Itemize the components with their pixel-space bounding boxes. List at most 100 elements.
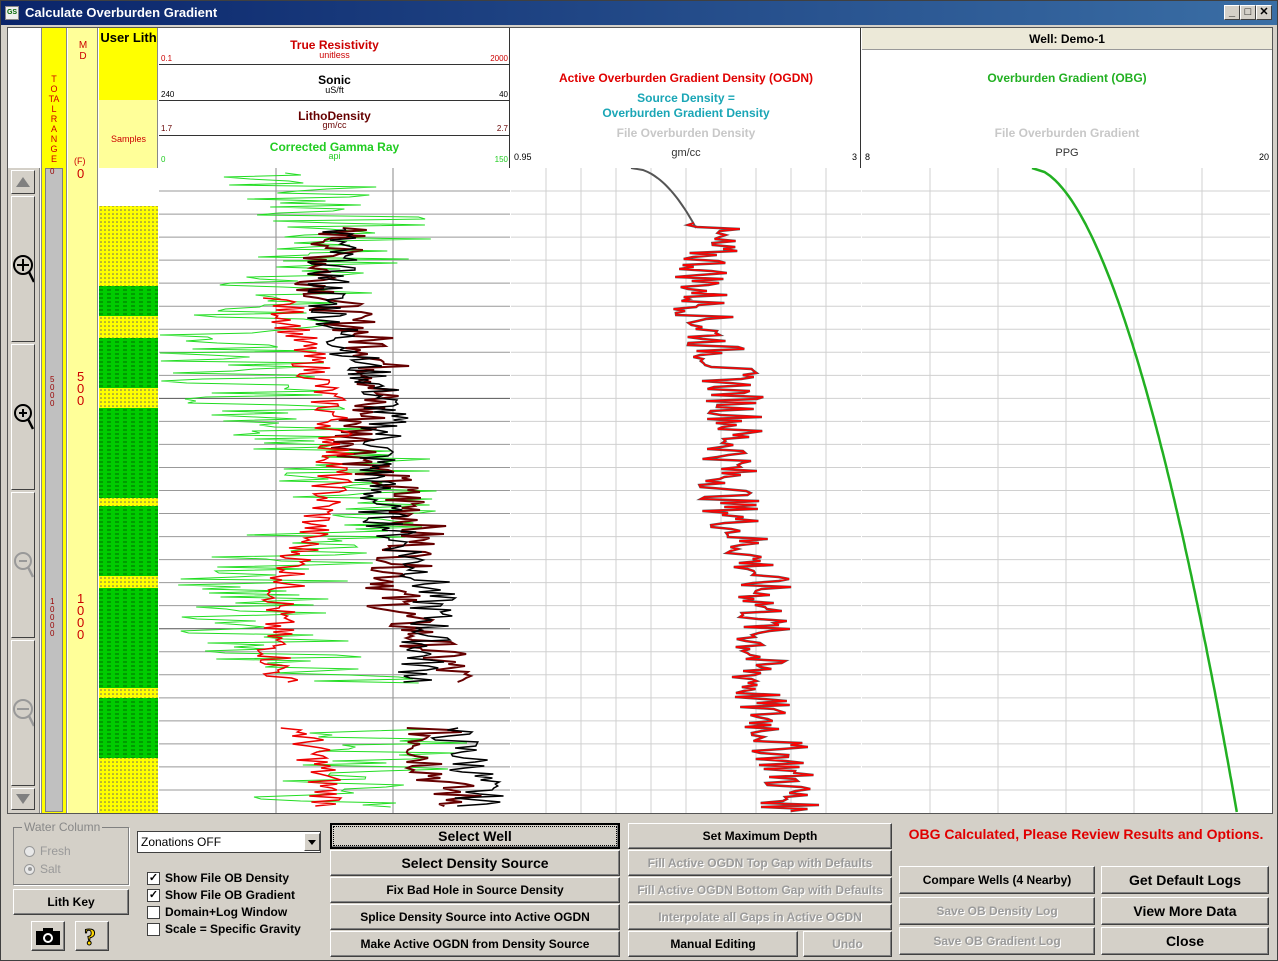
sonic-header: Sonic uS/ft 240 40 xyxy=(159,65,510,101)
zonation-select[interactable]: Zonations OFF xyxy=(137,831,321,853)
gradient-file-label: File Overburden Gradient xyxy=(994,126,1140,140)
range-tick-10000: 10000 xyxy=(50,597,55,638)
show-file-ob-density-checkbox[interactable]: ✓ Show File OB Density xyxy=(147,871,289,885)
checkbox-label: Show File OB Density xyxy=(165,871,290,885)
status-message: OBG Calculated, Please Review Results an… xyxy=(908,826,1264,842)
scroll-up-button[interactable] xyxy=(11,170,35,194)
density-top-curve xyxy=(630,168,697,229)
active-ogdn-curve xyxy=(673,222,820,812)
gradient-active-label: Overburden Gradient (OBG) xyxy=(987,71,1147,85)
gradient-unit: PPG xyxy=(1055,147,1079,159)
zoom-in-small-icon xyxy=(14,404,34,430)
sonic-name: Sonic xyxy=(318,73,351,87)
compare-wells-button[interactable]: Compare Wells (4 Nearby) xyxy=(899,866,1095,894)
save-ob-density-button[interactable]: Save OB Density Log xyxy=(899,897,1095,925)
interpolate-gaps-button[interactable]: Interpolate all Gaps in Active OGDN xyxy=(628,904,892,930)
density-track-header: Active Overburden Gradient Density (OGDN… xyxy=(511,28,861,168)
zoom-in-button[interactable] xyxy=(11,344,35,490)
md-tick-0: 0 xyxy=(77,166,85,181)
window-title: Calculate Overburden Gradient xyxy=(25,5,218,20)
scroll-down-button[interactable] xyxy=(11,788,35,810)
maximize-button[interactable]: □ xyxy=(1240,5,1256,20)
gradient-track-header: Overburden Gradient (OBG) File Overburde… xyxy=(862,50,1272,168)
sonic-unit: uS/ft xyxy=(325,85,344,95)
fix-bad-hole-button[interactable]: Fix Bad Hole in Source Density xyxy=(330,877,620,903)
log-plot-area: TOTAL RANGE 0 5000 10000 MD (F) 0 500 10… xyxy=(7,27,1273,814)
zoom-scroll-bar xyxy=(8,168,40,813)
scale-specific-gravity-checkbox[interactable]: Scale = Specific Gravity xyxy=(147,922,301,936)
chevron-down-icon[interactable] xyxy=(304,833,320,851)
sonic-max: 40 xyxy=(499,90,508,99)
help-icon: ? xyxy=(84,925,97,949)
set-maximum-depth-button[interactable]: Set Maximum Depth xyxy=(628,823,892,849)
zoom-in-icon xyxy=(13,255,34,283)
md-column: MD (F) 0 500 1000 xyxy=(68,28,98,813)
select-density-source-button[interactable]: Select Density Source xyxy=(330,850,620,876)
resistivity-unit: unitless xyxy=(319,50,350,60)
density-track-plot xyxy=(511,168,861,813)
total-range-column: TOTAL RANGE 0 5000 10000 xyxy=(41,28,67,813)
md-tick-1000: 1000 xyxy=(77,591,85,642)
litho-max: 2.7 xyxy=(496,124,508,133)
density-unit: gm/cc xyxy=(671,147,701,159)
user-lith-title: User Lith xyxy=(100,30,157,45)
litho-unit: gm/cc xyxy=(322,120,347,130)
gradient-min: 8 xyxy=(865,152,871,162)
gradient-max: 20 xyxy=(1258,152,1269,162)
view-more-data-button[interactable]: View More Data xyxy=(1101,897,1269,925)
app-icon: GS xyxy=(5,6,19,20)
resistivity-min: 0.1 xyxy=(161,54,173,63)
md-unit: (F) xyxy=(74,156,86,166)
gamma-min: 0 xyxy=(161,155,166,164)
density-source-line1: Source Density = xyxy=(637,91,735,105)
checkbox-box xyxy=(147,922,160,936)
fill-bottom-gap-button[interactable]: Fill Active OGDN Bottom Gap with Default… xyxy=(628,877,892,903)
camera-icon xyxy=(36,928,60,945)
zoom-in-large-button[interactable] xyxy=(11,196,35,342)
splice-density-button[interactable]: Splice Density Source into Active OGDN xyxy=(330,904,620,930)
samples-header: Samples xyxy=(99,100,158,168)
select-well-button[interactable]: Select Well xyxy=(330,823,620,849)
well-label: Well: Demo-1 xyxy=(1029,32,1105,46)
show-file-ob-gradient-checkbox[interactable]: ✓ Show File OB Gradient xyxy=(147,888,295,902)
gamma-max: 150 xyxy=(494,155,508,164)
zonation-value: Zonations OFF xyxy=(141,835,222,849)
domain-log-window-checkbox[interactable]: Domain+Log Window xyxy=(147,905,287,919)
zoom-out-button[interactable] xyxy=(11,492,35,638)
checkbox-box: ✓ xyxy=(147,871,160,885)
help-button[interactable]: ? xyxy=(75,921,109,951)
close-window-button[interactable]: ✕ xyxy=(1256,5,1272,20)
samples-label: Samples xyxy=(110,134,146,144)
fill-top-gap-button[interactable]: Fill Active OGDN Top Gap with Defaults xyxy=(628,850,892,876)
obg-curve xyxy=(1031,168,1239,813)
lith-key-button[interactable]: Lith Key xyxy=(13,889,129,915)
checkbox-box xyxy=(147,905,160,919)
range-tick-5000: 5000 xyxy=(50,375,55,408)
water-column-title: Water Column xyxy=(22,820,103,834)
gradient-track-plot xyxy=(862,168,1270,813)
zoom-out-icon xyxy=(14,552,34,578)
gamma-name: Corrected Gamma Ray xyxy=(269,140,400,154)
salt-radio[interactable]: Salt xyxy=(24,862,61,876)
salt-radio-label: Salt xyxy=(40,862,61,876)
camera-button[interactable] xyxy=(31,921,65,951)
resistivity-header: True Resistivity unitless 0.1 2000 xyxy=(159,28,510,65)
gamma-header: Corrected Gamma Ray api 0 150 xyxy=(159,136,510,168)
get-default-logs-button[interactable]: Get Default Logs xyxy=(1101,866,1269,894)
md-label: MD xyxy=(78,40,88,62)
minimize-button[interactable]: _ xyxy=(1224,5,1240,20)
lithology-column xyxy=(99,168,158,813)
checkbox-label: Show File OB Gradient xyxy=(165,888,296,902)
save-ob-gradient-button[interactable]: Save OB Gradient Log xyxy=(899,927,1095,955)
sonic-min: 240 xyxy=(161,90,175,99)
fresh-radio-label: Fresh xyxy=(40,844,71,858)
make-active-ogdn-button[interactable]: Make Active OGDN from Density Source xyxy=(330,931,620,957)
litho-header: LithoDensity gm/cc 1.7 2.7 xyxy=(159,101,510,136)
undo-button[interactable]: Undo xyxy=(803,931,892,957)
range-slider-track[interactable] xyxy=(45,168,63,812)
manual-editing-button[interactable]: Manual Editing xyxy=(628,931,798,957)
fresh-radio[interactable]: Fresh xyxy=(24,844,71,858)
zoom-out-large-button[interactable] xyxy=(11,640,35,786)
close-button[interactable]: Close xyxy=(1101,927,1269,955)
